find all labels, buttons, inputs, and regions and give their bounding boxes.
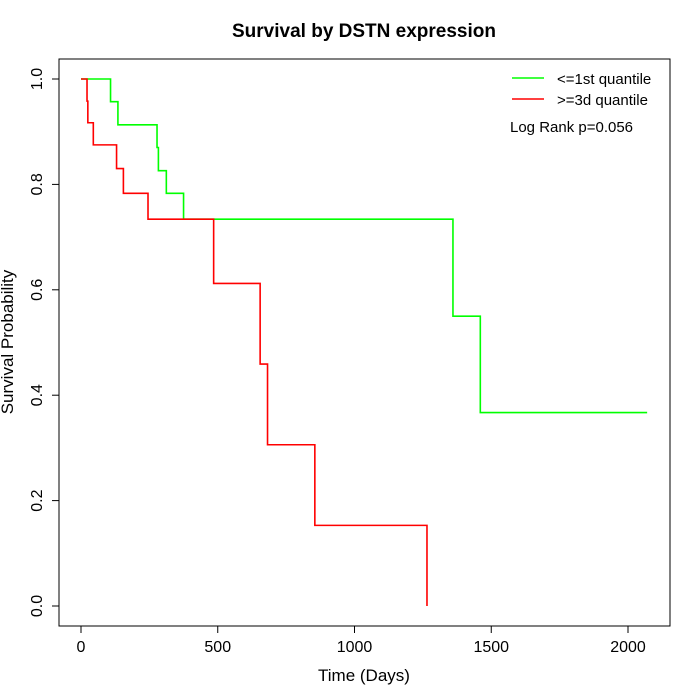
y-tick-label: 0.2 xyxy=(29,489,46,511)
y-tick-label: 0.6 xyxy=(29,279,46,301)
x-axis: 0 500 1000 1500 2000 xyxy=(77,625,646,656)
series-line-high-quantile xyxy=(81,78,428,606)
series-layer xyxy=(81,78,648,606)
x-tick-label: 1500 xyxy=(473,639,509,656)
legend-label-low: <=1st quantile xyxy=(557,71,651,88)
x-tick-label: 2000 xyxy=(610,639,646,656)
x-tick-label: 0 xyxy=(77,639,86,656)
x-tick-label: 1000 xyxy=(337,639,373,656)
y-tick-label: 1.0 xyxy=(29,68,46,90)
y-tick-label: 0.0 xyxy=(29,595,46,617)
x-tick-label: 500 xyxy=(204,639,231,656)
chart-title: Survival by DSTN expression xyxy=(232,21,496,42)
y-tick-label: 0.8 xyxy=(29,173,46,195)
y-axis: 0.0 0.2 0.4 0.6 0.8 1.0 xyxy=(29,68,60,617)
x-axis-label: Time (Days) xyxy=(318,666,410,685)
legend-label-high: >=3d quantile xyxy=(557,92,648,109)
y-tick-label: 0.4 xyxy=(29,384,46,406)
y-axis-label: Survival Probability xyxy=(0,269,17,414)
plot-frame xyxy=(58,58,671,627)
legend: <=1st quantile >=3d quantile xyxy=(512,71,651,109)
series-line-low-quantile xyxy=(81,78,648,414)
logrank-annotation: Log Rank p=0.056 xyxy=(510,119,633,136)
